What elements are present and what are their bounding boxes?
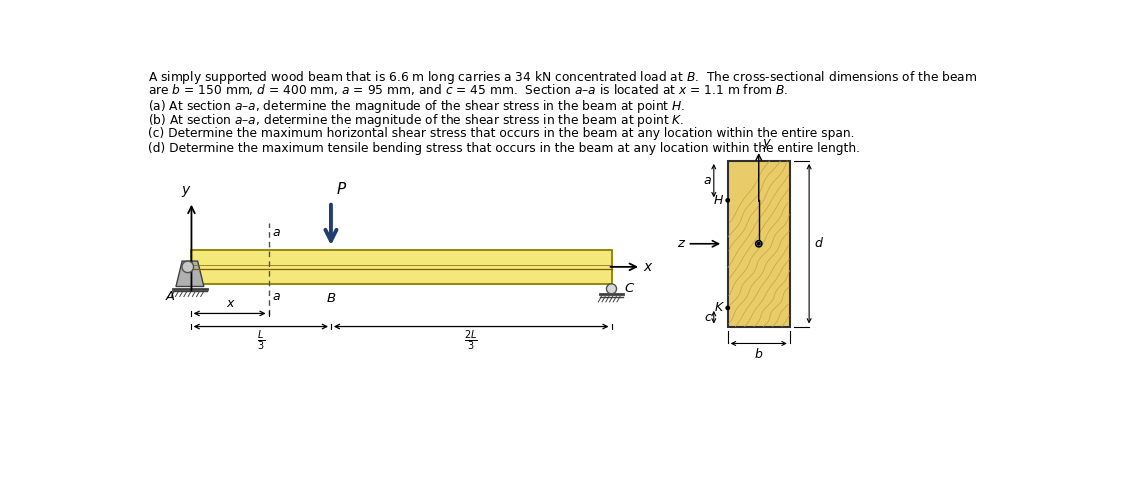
Circle shape: [726, 306, 729, 310]
Text: P: P: [337, 182, 346, 197]
Circle shape: [755, 240, 762, 247]
Text: B: B: [326, 292, 335, 305]
Text: a: a: [273, 226, 280, 239]
Circle shape: [607, 284, 616, 294]
Text: (b) At section $\it{a}$–$\it{a}$, determine the magnitude of the shear stress in: (b) At section $\it{a}$–$\it{a}$, determ…: [148, 113, 685, 129]
Text: d: d: [815, 237, 823, 250]
Bar: [191, 249, 612, 284]
Text: C: C: [624, 282, 634, 295]
Text: c: c: [704, 311, 711, 324]
Polygon shape: [176, 261, 204, 287]
Text: y: y: [762, 136, 770, 149]
Circle shape: [181, 261, 194, 273]
Text: H: H: [714, 194, 723, 207]
Text: z: z: [677, 237, 683, 250]
Text: x: x: [644, 260, 652, 274]
Text: a: a: [704, 174, 711, 187]
Text: are $\it{b}$ = 150 mm, $\it{d}$ = 400 mm, $\it{a}$ = 95 mm, and $\it{c}$ = 45 mm: are $\it{b}$ = 150 mm, $\it{d}$ = 400 mm…: [148, 83, 788, 98]
Text: K: K: [715, 302, 723, 315]
Text: b: b: [755, 348, 762, 361]
Text: A: A: [165, 291, 175, 303]
Bar: [728, 161, 790, 327]
Text: A simply supported wood beam that is 6.6 m long carries a 34 kN concentrated loa: A simply supported wood beam that is 6.6…: [148, 69, 978, 86]
Bar: [728, 161, 790, 327]
Text: a: a: [273, 291, 280, 303]
Circle shape: [726, 198, 729, 202]
Circle shape: [758, 242, 760, 245]
Text: (d) Determine the maximum tensile bending stress that occurs in the beam at any : (d) Determine the maximum tensile bendin…: [148, 142, 860, 155]
Text: x: x: [226, 298, 233, 311]
Text: $\frac{L}{3}$: $\frac{L}{3}$: [257, 329, 265, 353]
Text: $\frac{2L}{3}$: $\frac{2L}{3}$: [464, 329, 478, 353]
Text: y: y: [181, 183, 189, 197]
Text: (c) Determine the maximum horizontal shear stress that occurs in the beam at any: (c) Determine the maximum horizontal she…: [148, 127, 855, 140]
Text: (a) At section $\it{a}$–$\it{a}$, determine the magnitude of the shear stress in: (a) At section $\it{a}$–$\it{a}$, determ…: [148, 98, 686, 115]
